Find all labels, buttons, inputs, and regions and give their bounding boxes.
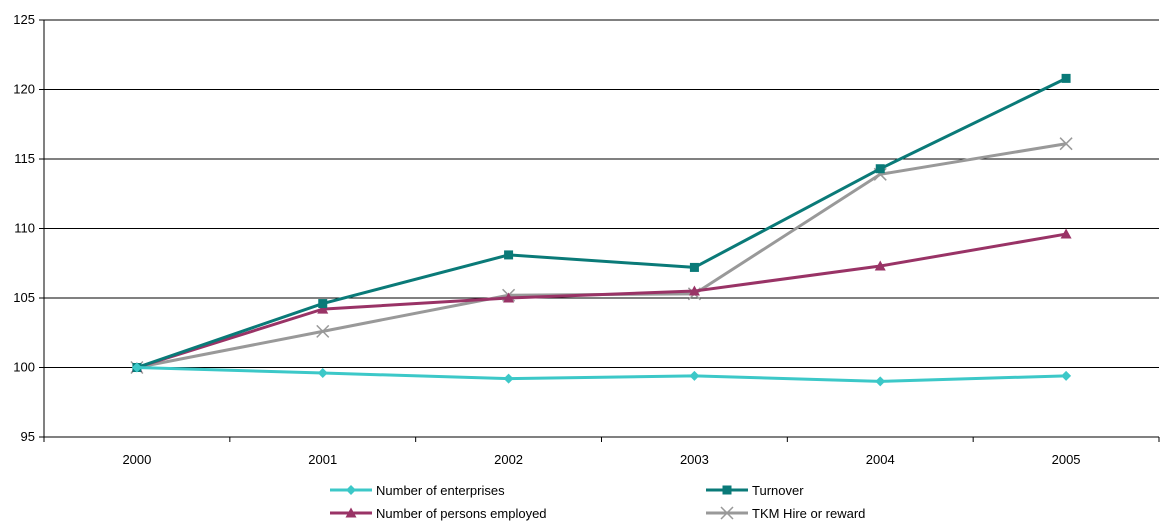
series-line: [136, 232, 1067, 369]
data-point: [503, 292, 515, 303]
x-tick-label: 2002: [494, 452, 523, 467]
data-point: [1059, 137, 1073, 151]
legend-marker: [722, 485, 732, 495]
axes: 95 100 105 110 115 120 125 2000 2001 2002 2003 2004…: [13, 12, 1160, 467]
y-tick-label: 120: [13, 82, 35, 97]
legend: Number of enterprises Turnover Number of p…: [330, 483, 865, 521]
series-1: [132, 73, 1071, 372]
series-line: [136, 77, 1067, 369]
y-tick-label: 115: [14, 151, 35, 166]
legend-marker: [720, 506, 734, 520]
data-point: [504, 250, 514, 260]
x-tick-label: 2001: [308, 452, 337, 467]
data-point: [318, 299, 328, 309]
legend-label: Number of persons employed: [376, 506, 547, 521]
series-3: [130, 137, 1073, 375]
series-0: [131, 362, 1072, 387]
data-point: [317, 303, 329, 314]
y-tick-label: 95: [21, 429, 35, 444]
data-point: [1060, 228, 1072, 239]
data-point: [1061, 370, 1072, 381]
series-line: [136, 366, 1067, 383]
data-point: [1061, 73, 1071, 83]
legend-label: Number of enterprises: [376, 483, 505, 498]
data-point: [503, 373, 514, 384]
data-point: [689, 262, 699, 272]
data-point: [874, 260, 886, 271]
legend-label: TKM Hire or reward: [752, 506, 865, 521]
data-point: [317, 368, 328, 379]
legend-item: TKM Hire or reward: [706, 506, 865, 521]
legend-item: Number of persons employed: [330, 506, 547, 521]
data-point: [688, 285, 700, 296]
legend-item: Turnover: [706, 483, 804, 498]
data-point: [689, 370, 700, 381]
data-point: [875, 164, 885, 174]
data-point: [316, 324, 330, 338]
legend-marker: [346, 485, 356, 495]
x-tick-label: 2000: [122, 452, 151, 467]
legend-item: Number of enterprises: [330, 483, 505, 498]
y-tick-label: 110: [14, 221, 35, 236]
y-tick-label: 100: [13, 360, 35, 375]
data-point: [131, 362, 142, 373]
series-line: [136, 142, 1067, 369]
legend-marker: [345, 507, 357, 518]
x-tick-label: 2003: [680, 452, 709, 467]
x-tick-label: 2005: [1052, 452, 1081, 467]
legend-label: Turnover: [752, 483, 804, 498]
y-tick-label: 125: [13, 12, 35, 27]
series-lines: [130, 73, 1073, 387]
x-tick-label: 2004: [866, 452, 895, 467]
series-2: [131, 228, 1072, 372]
y-tick-label: 105: [13, 290, 35, 305]
gridlines: [44, 19, 1159, 368]
data-point: [875, 376, 886, 387]
